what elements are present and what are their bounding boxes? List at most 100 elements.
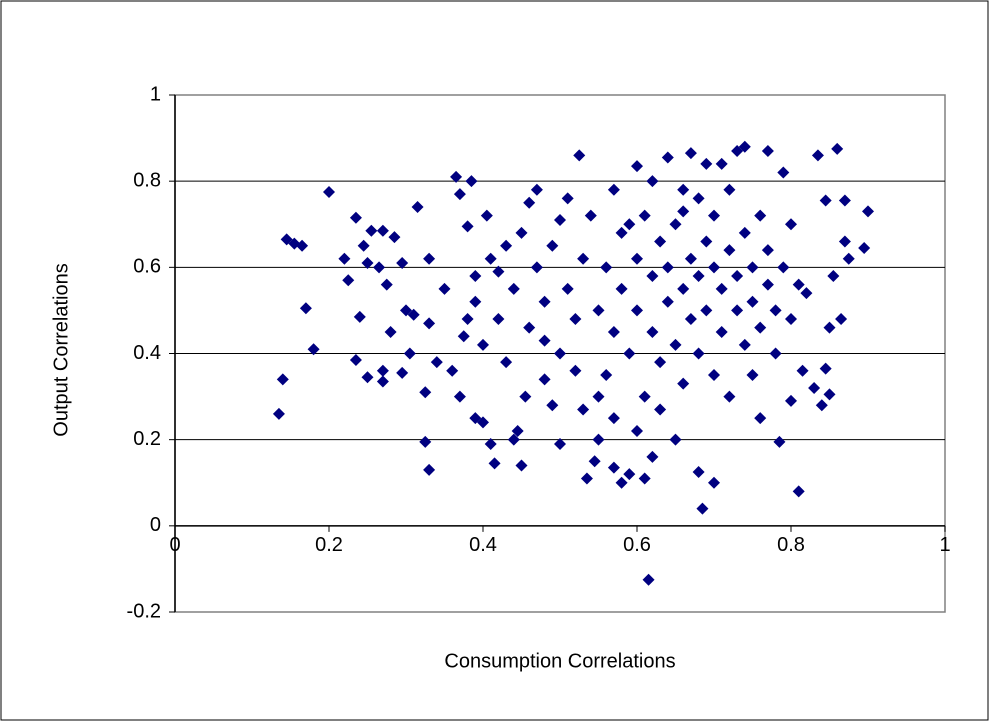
scatter-point [296, 239, 309, 252]
scatter-point [561, 282, 574, 295]
scatter-point [777, 166, 790, 179]
scatter-point [723, 183, 736, 196]
scatter-point [631, 252, 643, 265]
x-tick-label: 0.2 [315, 534, 343, 556]
x-tick-label: 0.8 [777, 534, 805, 556]
scatter-point [450, 170, 463, 183]
scatter-point [446, 364, 459, 377]
scatter-point [569, 364, 582, 377]
scatter-point [515, 226, 528, 239]
scatter-point [638, 390, 651, 403]
scatter-point [523, 196, 536, 209]
scatter-point [785, 394, 797, 407]
scatter-point [838, 235, 851, 248]
scatter-point [307, 343, 320, 356]
scatter-point [708, 261, 720, 274]
scatter-point [511, 425, 524, 438]
x-tick-label: 0.4 [469, 534, 497, 556]
scatter-point [577, 252, 590, 265]
scatter-point [692, 465, 705, 478]
scatter-point [708, 209, 720, 222]
scatter-point [696, 502, 709, 515]
scatter-point [777, 261, 790, 274]
scatter-point [573, 149, 586, 162]
scatter-point [423, 463, 436, 476]
scatter-point [588, 455, 601, 468]
scatter-point [773, 435, 786, 448]
scatter-point [538, 295, 551, 308]
scatter-point [323, 185, 335, 198]
scatter-point [700, 304, 713, 317]
scatter-point [669, 338, 682, 351]
scatter-point [631, 160, 643, 173]
scatter-point [769, 347, 782, 360]
scatter-point [746, 369, 759, 382]
y-tick-label: -0.2 [127, 600, 161, 622]
scatter-point [357, 239, 370, 252]
scatter-point [577, 403, 590, 416]
scatter-point [677, 282, 690, 295]
scatter-point [507, 433, 520, 446]
scatter-point [808, 381, 821, 394]
scatter-point [353, 310, 366, 323]
scatter-point [342, 274, 355, 287]
scatter-point [823, 321, 836, 334]
scatter-point [569, 313, 582, 326]
scatter-point [546, 399, 559, 412]
scatter-point [646, 175, 659, 188]
scatter-point [715, 157, 728, 170]
scatter-point [580, 472, 593, 485]
scatter-point [669, 433, 682, 446]
y-tick-label: 0.6 [133, 256, 161, 278]
scatter-point [376, 364, 389, 377]
scatter-point [600, 369, 613, 382]
scatter-point [554, 213, 566, 226]
scatter-point [477, 338, 489, 351]
scatter-point [842, 252, 855, 265]
scatter-point [654, 235, 667, 248]
scatter-point [492, 313, 505, 326]
scatter-point [862, 205, 874, 218]
scatter-point [430, 356, 443, 369]
scatter-point [723, 390, 736, 403]
scatter-point [376, 224, 389, 237]
scatter-point [469, 295, 482, 308]
scatter-point [661, 295, 674, 308]
scatter-point [811, 149, 824, 162]
scatter-point [523, 321, 536, 334]
scatter-point [754, 412, 767, 425]
scatter-point [858, 241, 871, 254]
scatter-point [823, 388, 836, 401]
scatter-point [519, 390, 532, 403]
scatter-point [484, 437, 497, 450]
scatter-point [607, 183, 620, 196]
scatter-point [538, 373, 551, 386]
scatter-point [403, 347, 416, 360]
scatter-point [361, 371, 374, 384]
scatter-point [677, 205, 690, 218]
scatter-point [546, 239, 559, 252]
scatter-point [349, 353, 362, 366]
scatter-point [396, 257, 409, 270]
scatter-point [411, 201, 424, 214]
scatter-point [538, 334, 551, 347]
scatter-point [785, 218, 797, 231]
scatter-point [838, 194, 851, 207]
scatter-point [684, 313, 697, 326]
scatter-point [515, 459, 528, 472]
scatter-point [469, 412, 482, 425]
scatter-point [715, 325, 728, 338]
scatter-point [488, 457, 501, 470]
scatter-point [731, 145, 744, 158]
scatter-point [761, 244, 774, 257]
scatter-point [615, 476, 628, 489]
scatter-point [507, 282, 520, 295]
scatter-point [453, 188, 466, 201]
scatter-point [708, 476, 720, 489]
scatter-point [761, 145, 774, 158]
scatter-point [692, 269, 705, 282]
scatter-point [715, 282, 728, 295]
x-tick-label: 0.6 [623, 534, 651, 556]
scatter-point [646, 450, 659, 463]
